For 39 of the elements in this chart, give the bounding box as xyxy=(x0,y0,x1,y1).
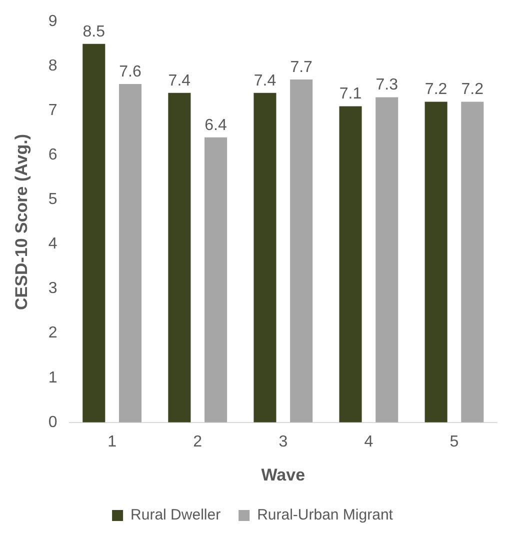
legend-label: Rural Dweller xyxy=(130,506,221,524)
x-tick-label: 4 xyxy=(364,433,374,450)
y-tick-label: 8 xyxy=(48,58,58,75)
bar xyxy=(339,106,362,422)
y-tick-label: 0 xyxy=(48,414,58,431)
bar xyxy=(461,102,484,422)
bar xyxy=(424,102,448,422)
x-axis-title: Wave xyxy=(261,465,306,484)
y-tick-label: 1 xyxy=(48,369,58,386)
data-label: 7.3 xyxy=(376,76,398,94)
y-tick-label: 3 xyxy=(48,280,58,298)
bar xyxy=(376,97,398,422)
data-label: 8.5 xyxy=(82,23,106,40)
bar xyxy=(168,92,191,422)
y-tick-label: 4 xyxy=(48,236,58,253)
y-tick-label: 5 xyxy=(48,191,58,208)
x-tick-label: 1 xyxy=(108,433,117,450)
data-label: 7.1 xyxy=(339,86,362,103)
bar xyxy=(290,79,313,422)
y-tick-label: 6 xyxy=(48,146,58,164)
bar xyxy=(118,84,142,422)
data-label: 7.2 xyxy=(424,81,448,98)
data-label: 7.4 xyxy=(168,72,191,90)
x-tick-label: 5 xyxy=(450,433,459,450)
legend-label: Rural-Urban Migrant xyxy=(257,506,394,524)
data-label: 7.4 xyxy=(254,72,276,90)
y-axis-title: CESD-10 Score (Avg.) xyxy=(12,134,31,310)
data-label: 7.7 xyxy=(290,58,313,76)
y-tick-label: 9 xyxy=(48,13,58,30)
data-label: 6.4 xyxy=(204,116,228,134)
data-label: 7.6 xyxy=(119,63,142,80)
bar xyxy=(254,92,276,422)
y-tick-label: 7 xyxy=(48,102,58,120)
x-tick-label: 3 xyxy=(278,433,288,450)
data-label: 7.2 xyxy=(461,81,484,98)
bar xyxy=(82,44,106,422)
bar xyxy=(204,137,228,422)
y-tick-label: 2 xyxy=(48,324,58,342)
x-tick-label: 2 xyxy=(193,433,202,450)
